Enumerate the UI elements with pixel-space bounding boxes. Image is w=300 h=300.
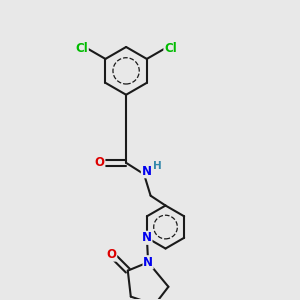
Text: N: N: [143, 256, 153, 269]
Text: O: O: [107, 248, 117, 261]
Text: N: N: [141, 165, 152, 178]
Text: H: H: [153, 161, 162, 171]
Text: Cl: Cl: [164, 42, 177, 55]
Text: N: N: [142, 231, 152, 244]
Text: O: O: [95, 156, 105, 169]
Text: Cl: Cl: [76, 42, 88, 55]
